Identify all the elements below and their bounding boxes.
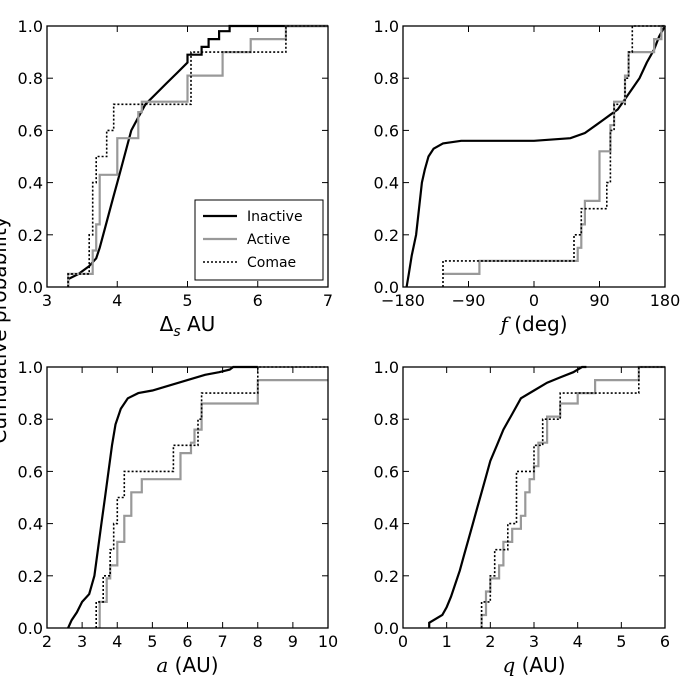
x-tick-label: 7: [218, 632, 228, 651]
y-tick-label: 0.2: [374, 567, 399, 586]
y-tick-label: 1.0: [18, 17, 43, 36]
x-tick-label: 5: [147, 632, 157, 651]
x-tick-label: 3: [42, 291, 52, 310]
plot-frame: [402, 366, 666, 629]
y-tick-label: 0.0: [374, 278, 399, 297]
x-tick-label: 3: [529, 632, 539, 651]
series-line-comae: [480, 366, 665, 628]
x-tick-label: 5: [182, 291, 192, 310]
series-line-comae: [95, 366, 328, 628]
series-line-active: [98, 379, 328, 628]
y-tick-label: 0.6: [18, 462, 43, 481]
panel-q: 0 1 2 3 4 5 6 0.0 0.2 0.4 0.6 0.8 1.0 q (AU): [374, 358, 671, 677]
y-tick-label: 0.6: [18, 121, 43, 140]
y-tick-label: 1.0: [374, 17, 399, 36]
x-tick-label: 4: [112, 291, 122, 310]
y-tick-label: 0.2: [374, 226, 399, 245]
series-line-active: [443, 24, 665, 275]
legend-label-inactive: Inactive: [247, 209, 303, 225]
x-tick-label: 10: [318, 632, 338, 651]
y-tick-label: 0.6: [374, 121, 399, 140]
x-axis-label: a (AU): [156, 653, 218, 677]
x-tick-label: 2: [42, 632, 52, 651]
series-line-comae: [442, 25, 665, 287]
y-tick-label: 0.8: [18, 410, 43, 429]
x-tick-label: 3: [77, 632, 87, 651]
series-line-active: [480, 365, 665, 628]
y-tick-label: 0.4: [18, 174, 43, 193]
x-tick-label: −180: [381, 291, 425, 310]
y-tick-label: 0.0: [18, 278, 43, 297]
x-axis-label: Δs AU: [160, 312, 216, 340]
y-tick-label: 1.0: [374, 358, 399, 377]
x-axis-label: f (deg): [498, 312, 567, 336]
y-tick-label: 0.8: [374, 410, 399, 429]
x-tick-label: 2: [485, 632, 495, 651]
x-tick-label: 4: [112, 632, 122, 651]
y-tick-label: 0.6: [374, 462, 399, 481]
series-line-active: [66, 24, 328, 287]
shared-ylabel: Cumulative probability: [0, 216, 11, 443]
x-tick-label: −90: [452, 291, 486, 310]
y-tick-label: 0.4: [374, 515, 399, 534]
y-tick-label: 0.4: [18, 515, 43, 534]
legend-label-comae: Comae: [247, 255, 296, 271]
x-tick-label: 9: [288, 632, 298, 651]
y-tick-label: 0.8: [18, 69, 43, 88]
x-tick-label: 0: [398, 632, 408, 651]
y-tick-label: 1.0: [18, 358, 43, 377]
plot-frame: [46, 366, 329, 629]
legend-label-active: Active: [247, 232, 290, 248]
panel-a: 2 3 4 5 6 7 8 9 10 0.0 0.2 0.4 0.6 0.8 1.0 a (AU): [18, 358, 339, 677]
panel-delta: 3 4 5 6 7 0.0 0.2 0.4 0.6 0.8 1.0 Δs AU Inactive Acti…: [18, 17, 334, 340]
series-line-comae: [67, 25, 328, 287]
x-tick-label: 0: [529, 291, 539, 310]
series-line-inactive: [67, 365, 258, 629]
x-axis-label: q (AU): [502, 653, 565, 677]
x-tick-label: 180: [650, 291, 681, 310]
x-tick-label: 4: [573, 632, 583, 651]
x-tick-label: 7: [323, 291, 333, 310]
plot-frame: [402, 25, 666, 288]
series-line-inactive: [405, 25, 666, 288]
x-tick-label: 8: [253, 632, 263, 651]
panel-f: −180 −90 0 90 180 0.0 0.2 0.4 0.6 0.8 1.0 f (deg): [374, 17, 681, 336]
x-tick-label: 6: [253, 291, 263, 310]
x-tick-label: 5: [616, 632, 626, 651]
y-tick-label: 0.2: [18, 567, 43, 586]
x-tick-label: 90: [589, 291, 609, 310]
x-tick-label: 6: [660, 632, 670, 651]
x-tick-label: 1: [442, 632, 452, 651]
y-tick-label: 0.0: [18, 619, 43, 638]
y-tick-label: 0.0: [374, 619, 399, 638]
y-tick-label: 0.8: [374, 69, 399, 88]
x-tick-label: 6: [182, 632, 192, 651]
y-tick-label: 0.2: [18, 226, 43, 245]
series-line-inactive: [428, 365, 587, 628]
y-tick-label: 0.4: [374, 174, 399, 193]
